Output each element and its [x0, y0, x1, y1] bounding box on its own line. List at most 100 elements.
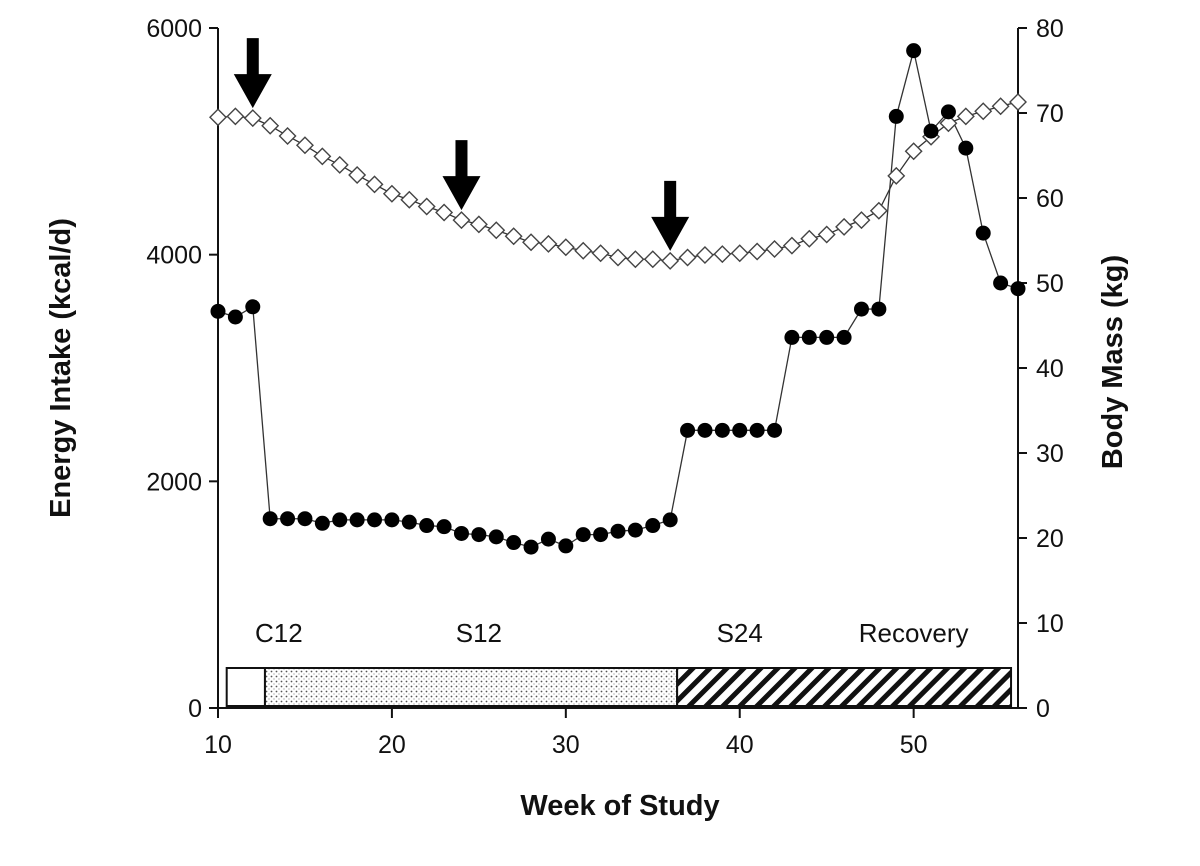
body-mass-point [765, 240, 784, 258]
body-mass-point [800, 229, 819, 248]
x-tick-label: 40 [726, 731, 754, 759]
x-tick-label: 20 [378, 731, 406, 759]
energy-intake-point [280, 511, 296, 527]
body-mass-point [417, 197, 436, 216]
energy-intake-point [958, 140, 974, 156]
energy-intake-point [645, 518, 661, 534]
body-mass-point [626, 250, 645, 269]
x-axis-title: Week of Study [520, 790, 719, 822]
body-mass-point [469, 215, 488, 234]
energy-intake-point [262, 511, 278, 527]
body-mass-point [574, 241, 593, 260]
energy-intake-point [227, 309, 243, 325]
energy-intake-point [523, 539, 539, 555]
body-mass-point [382, 184, 401, 203]
body-mass-point [539, 234, 558, 253]
energy-intake-point [749, 422, 765, 438]
body-mass-point [678, 248, 697, 267]
body-mass-point [348, 166, 367, 185]
y-right-tick-label: 0 [1036, 695, 1050, 723]
phase-bar-c12 [225, 667, 266, 707]
series-lines [217, 50, 1019, 548]
energy-intake-point [401, 514, 417, 530]
series-markers [209, 43, 1027, 555]
energy-intake-point [610, 523, 626, 539]
y-right-tick-label: 80 [1036, 15, 1064, 43]
y-right-tick-label: 50 [1036, 270, 1064, 298]
arrows [233, 38, 690, 251]
energy-intake-point [575, 527, 591, 543]
body-mass-point [243, 109, 262, 128]
y-right-tick-label: 70 [1036, 100, 1064, 128]
body-mass-point [852, 211, 871, 230]
down-arrow-icon [442, 140, 481, 211]
y-right-tick-label: 40 [1036, 355, 1064, 383]
body-mass-point [643, 250, 662, 269]
energy-intake-point [923, 123, 939, 139]
body-mass-point [661, 251, 680, 270]
energy-intake-point [332, 512, 348, 528]
body-mass-point [452, 211, 471, 230]
body-mass-point [365, 175, 384, 194]
body-mass-point [782, 236, 801, 255]
phase-label-s12: S12 [456, 618, 502, 648]
energy-intake-point [627, 522, 643, 538]
y-right-tick-label: 60 [1036, 185, 1064, 213]
energy-intake-point [662, 512, 678, 528]
series-line-left [217, 50, 1019, 548]
energy-intake-point [819, 329, 835, 345]
energy-intake-point [888, 108, 904, 124]
phase-bar-s24 [676, 667, 1013, 707]
energy-intake-point [210, 303, 226, 319]
body-mass-point [504, 227, 523, 246]
energy-intake-point [367, 512, 383, 528]
energy-intake-point [453, 525, 469, 541]
down-arrow-icon [233, 38, 272, 109]
y-left-tick-label: 2000 [146, 468, 202, 496]
body-mass-point [887, 166, 906, 185]
energy-intake-point [488, 529, 504, 545]
energy-intake-point [349, 512, 365, 528]
phase-label-c12: C12 [255, 618, 303, 648]
energy-intake-point [697, 422, 713, 438]
body-mass-point [713, 245, 732, 264]
energy-intake-point [558, 538, 574, 554]
body-mass-point [974, 102, 993, 121]
energy-intake-point [436, 519, 452, 535]
phase-labels: C12 S12 S24 Recovery [255, 618, 969, 648]
body-mass-point [591, 244, 610, 263]
energy-intake-point [384, 512, 400, 528]
body-mass-point [400, 190, 419, 209]
energy-intake-point [871, 301, 887, 317]
x-tick-label: 30 [552, 731, 580, 759]
y-left-tick-label: 6000 [146, 15, 202, 43]
body-mass-point [835, 217, 854, 236]
body-mass-point [209, 108, 227, 127]
body-mass-point [748, 242, 767, 261]
body-mass-point [609, 248, 627, 267]
phase-bars [225, 667, 1013, 707]
y-left-tick-label: 4000 [146, 242, 202, 270]
body-mass-point [313, 147, 332, 166]
body-mass-point [278, 126, 297, 145]
x-tick-label: 50 [900, 731, 928, 759]
phase-label-s24: S24 [717, 618, 763, 648]
energy-intake-point [593, 527, 609, 543]
energy-intake-point [732, 422, 748, 438]
y-right-tick-label: 30 [1036, 440, 1064, 468]
body-mass-point [904, 142, 923, 161]
energy-intake-point [540, 531, 556, 547]
energy-intake-point [471, 527, 487, 543]
body-mass-point [939, 114, 958, 133]
y-left-tick-label: 0 [188, 695, 202, 723]
body-mass-point [695, 245, 714, 264]
body-mass-point [817, 225, 836, 244]
y-axis-left-title: Energy Intake (kcal/d) [45, 218, 77, 518]
energy-intake-point [836, 329, 852, 345]
energy-intake-point [419, 518, 435, 534]
energy-intake-point [906, 43, 922, 59]
phase-bar-s12 [263, 667, 679, 707]
body-mass-point [295, 136, 314, 155]
energy-intake-point [975, 225, 991, 241]
